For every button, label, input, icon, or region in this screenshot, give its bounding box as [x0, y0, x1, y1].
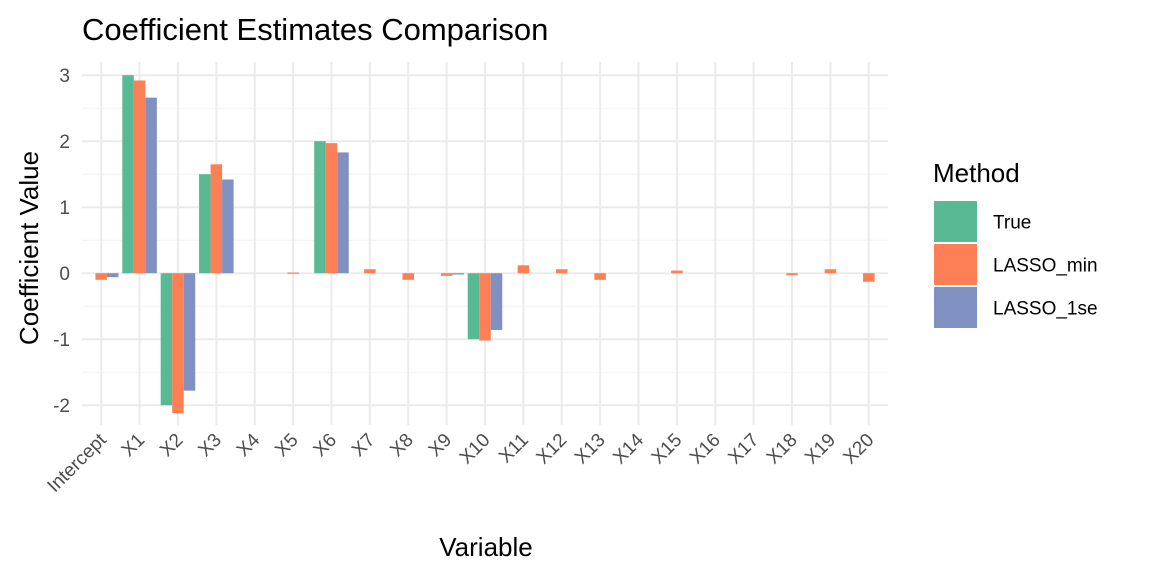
x-tick-label: X19 [801, 430, 840, 469]
bar-lasso-min-x15 [671, 270, 683, 274]
x-tick-label: X10 [456, 430, 495, 469]
bar-lasso-min-x8 [402, 273, 414, 280]
x-tick-label: X8 [386, 430, 417, 461]
y-tick-label: 0 [59, 264, 70, 285]
legend-key-lasso-1se [934, 287, 977, 328]
y-tick-label: 3 [59, 66, 70, 87]
x-tick-label: X3 [195, 430, 226, 461]
legend-key-lasso-min [934, 244, 977, 285]
bar-lasso-min-x6 [325, 143, 338, 274]
x-tick-label: X20 [840, 430, 879, 469]
y-tick-label: -2 [53, 396, 70, 417]
x-tick-label: X5 [271, 430, 302, 461]
x-tick-label: X18 [763, 430, 802, 469]
bar-lasso-1se-x9 [452, 273, 464, 275]
bar-lasso-min-x12 [556, 269, 568, 274]
bars [95, 75, 875, 414]
legend-label: LASSO_1se [993, 299, 1098, 320]
bar-lasso-1se-x6 [337, 152, 349, 274]
bar-lasso-1se-intercept [106, 273, 119, 278]
y-tick-label: 1 [59, 198, 70, 219]
bar-lasso-min-x18 [786, 273, 798, 276]
y-tick-label: 2 [59, 132, 70, 153]
x-tick-label: X12 [533, 430, 572, 469]
x-tick-label: X7 [348, 430, 379, 461]
bar-lasso-min-intercept [95, 273, 107, 280]
y-axis-title: Coefficient Value [14, 151, 44, 345]
legend-label: LASSO_min [993, 256, 1098, 277]
bar-lasso-min-x11 [517, 265, 530, 274]
x-tick-label: X6 [310, 430, 341, 461]
x-tick-label: X16 [686, 430, 725, 469]
bar-lasso-min-x13 [594, 273, 606, 280]
x-tick-label: X9 [425, 430, 456, 461]
y-tick-label: -1 [53, 330, 70, 351]
bar-true-x6 [314, 141, 326, 274]
bar-lasso-min-x3 [210, 164, 223, 274]
bar-true-x3 [199, 174, 211, 274]
bar-lasso-1se-x10 [490, 273, 503, 330]
bar-lasso-1se-x2 [183, 273, 196, 391]
legend-key-true [934, 201, 977, 242]
x-tick-label: X4 [233, 429, 265, 461]
bar-lasso-min-x9 [440, 273, 453, 276]
bar-lasso-min-x7 [364, 269, 376, 274]
x-axis-ticks: Intercept X1 X2 X3 X4 X5 X6 X7 X8 X9 X10 X11 X12 X13 X… [44, 429, 879, 497]
x-tick-label: X11 [495, 430, 533, 468]
chart-title: Coefficient Estimates Comparison [82, 12, 548, 47]
bar-lasso-min-x1 [133, 80, 146, 274]
bar-true-x1 [122, 75, 134, 274]
x-axis-title: Variable [439, 532, 532, 562]
bar-true-x2 [160, 273, 173, 406]
bar-lasso-min-x2 [172, 273, 184, 414]
x-tick-label: X14 [609, 429, 648, 468]
bar-true-x10 [467, 273, 480, 340]
bar-lasso-1se-x1 [145, 97, 157, 274]
y-axis-ticks: -2 -1 0 1 2 3 [53, 66, 70, 417]
bar-lasso-min-x19 [824, 269, 837, 274]
x-tick-label: Intercept [44, 429, 112, 497]
x-tick-label: X13 [571, 430, 610, 469]
x-tick-label: X2 [156, 430, 187, 461]
x-tick-label: X15 [648, 430, 687, 469]
x-tick-label: X17 [724, 430, 763, 469]
bar-lasso-min-x5 [287, 272, 299, 274]
bar-lasso-1se-x3 [222, 179, 234, 274]
legend: Method True LASSO_min LASSO_1se [933, 158, 1098, 328]
legend-title: Method [933, 158, 1020, 188]
legend-label: True [993, 213, 1031, 234]
bar-lasso-min-x10 [479, 273, 491, 341]
x-tick-label: X1 [118, 430, 149, 461]
bar-lasso-min-x20 [863, 273, 875, 282]
